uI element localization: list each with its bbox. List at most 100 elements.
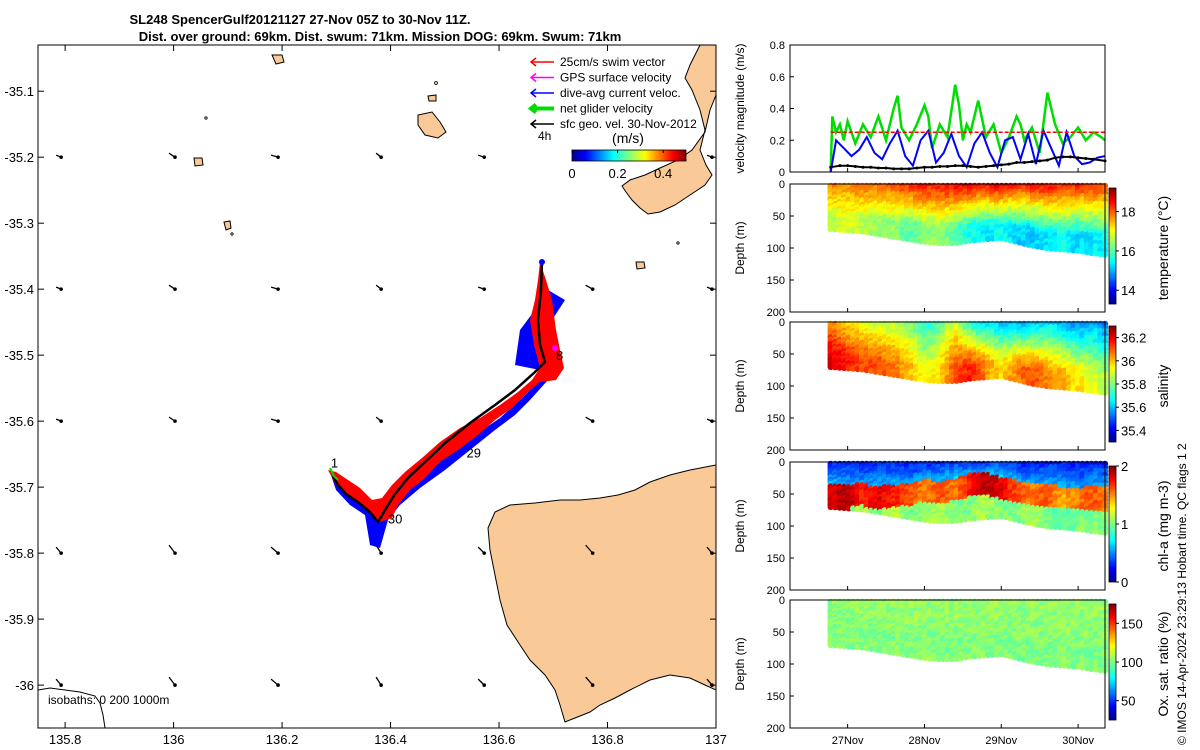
profile-sample-point	[944, 239, 951, 247]
land-islet	[434, 81, 438, 85]
colorbar-tick-label: 36.2	[1121, 331, 1146, 346]
legend-swatch-arrowhead	[529, 88, 537, 98]
velocity-series-point	[969, 164, 973, 168]
lat-tick-label: -35.1	[4, 84, 34, 99]
land-island-4	[193, 157, 204, 167]
geo-arrow-head	[482, 287, 486, 291]
colorbar-tick-label: 0	[1121, 575, 1128, 590]
lat-tick-label: -35.8	[4, 546, 34, 561]
map-ticks: 135.8 136 136.2 136.4 136.6 136.8 137-35.1-35.…	[4, 45, 727, 747]
map-colorbar-label: (m/s)	[612, 130, 644, 146]
colorbar-label: temperature (°C)	[1155, 196, 1171, 300]
y-tick-label: 0.4	[770, 104, 785, 116]
velocity-series-point	[915, 166, 919, 170]
velocity-series-point	[892, 167, 896, 171]
y-tick-label: 150	[767, 413, 785, 425]
velocity-series-point	[999, 163, 1003, 167]
geo-arrow-head	[379, 287, 383, 291]
velocity-series-point	[899, 167, 903, 171]
land-island-5	[223, 220, 232, 231]
velocity-series-point	[976, 165, 980, 169]
geo-arrow-head	[173, 287, 177, 291]
geo-arrow-head	[482, 155, 486, 159]
geo-arrow-head	[276, 683, 280, 687]
geo-arrow-head	[482, 551, 486, 555]
y-tick-label: 200	[767, 445, 785, 457]
y-tick-label: 100	[767, 521, 785, 533]
colorbar-tick-label: 36	[1121, 354, 1135, 369]
velocity-series-point	[946, 164, 949, 168]
lat-tick-label: -35.7	[4, 480, 34, 495]
lon-tick-label: 137	[705, 732, 727, 747]
velocity-series-point	[861, 165, 865, 169]
colorbar	[1108, 465, 1117, 583]
legend-time-label: 4h	[538, 129, 551, 143]
colorbar	[1108, 187, 1117, 305]
day-label: 1	[331, 455, 338, 470]
geo-arrow-head	[173, 683, 177, 687]
geo-arrow-head	[379, 683, 383, 687]
day-label: 30	[388, 511, 402, 526]
y-axis-label: Depth (m)	[733, 221, 747, 274]
land-kangaroo-island	[487, 464, 716, 723]
land-island-6	[635, 261, 646, 270]
lon-tick-label: 136.8	[591, 732, 624, 747]
geo-arrow-head	[173, 155, 177, 159]
velocity-series-point	[1045, 158, 1049, 162]
y-axis-label: Depth (m)	[733, 359, 747, 412]
y-tick-label: 0	[779, 179, 785, 191]
panel-frame	[789, 44, 1106, 173]
panel-background	[790, 45, 1105, 172]
geo-arrow-head	[59, 419, 63, 423]
velocity-series-point	[1022, 160, 1026, 164]
y-axis-label: Depth (m)	[733, 499, 747, 552]
geo-arrow-head	[482, 683, 486, 687]
legend-label: sfc geo. vel. 30-Nov-2012	[560, 117, 697, 131]
velocity-series-line	[829, 84, 1106, 173]
colorbar-tick-label: 16	[1121, 244, 1135, 259]
y-tick-label: 0	[779, 317, 785, 329]
velocity-series-point	[1053, 156, 1057, 160]
y-tick-label: 0.6	[770, 72, 785, 84]
profile-sample-point	[939, 239, 947, 247]
lat-tick-label: -35.5	[4, 348, 34, 363]
colorbar-tick-label: 2	[1121, 459, 1128, 474]
lat-tick-label: -36	[15, 678, 34, 693]
map-colorbar-tick-label: 0	[568, 166, 575, 181]
lat-tick-label: -35.9	[4, 612, 34, 627]
y-tick-label: 100	[767, 243, 785, 255]
lat-tick-label: -35.4	[4, 282, 34, 297]
lat-tick-label: -35.2	[4, 150, 34, 165]
colorbar	[1108, 325, 1117, 443]
y-tick-label: 0	[779, 167, 785, 179]
colorbar-label: chl-a (mg m-3)	[1155, 480, 1171, 571]
land-islet	[230, 232, 234, 236]
day-label: 8	[556, 348, 563, 363]
lon-tick-label: 136.2	[266, 732, 299, 747]
net-glider-velocity-line	[329, 467, 339, 481]
geo-arrow-head	[276, 551, 280, 555]
lon-tick-label: 135.8	[49, 732, 82, 747]
lon-tick-label: 136.6	[483, 732, 516, 747]
velocity-series-point	[907, 167, 911, 171]
velocity-series-point	[1068, 155, 1072, 159]
velocity-series-line	[829, 127, 1106, 173]
legend-swatch-arrowhead	[529, 119, 537, 129]
geo-arrow-head	[59, 287, 63, 291]
panel-frame	[789, 183, 1106, 313]
legend-label: GPS surface velocity	[560, 71, 671, 85]
legend-label: net glider velocity	[560, 102, 653, 116]
geo-velocity-arrows	[55, 152, 714, 687]
map-axes-frame	[37, 44, 717, 729]
land-island-3	[271, 54, 285, 65]
land-islet	[204, 116, 208, 120]
geo-arrow-head	[276, 155, 280, 159]
isobaths-label: isobaths: 0 200 1000m	[48, 693, 169, 707]
y-tick-label: 200	[767, 307, 785, 319]
map-colorbar-ticks: 0 0.2 0.4	[568, 150, 672, 181]
